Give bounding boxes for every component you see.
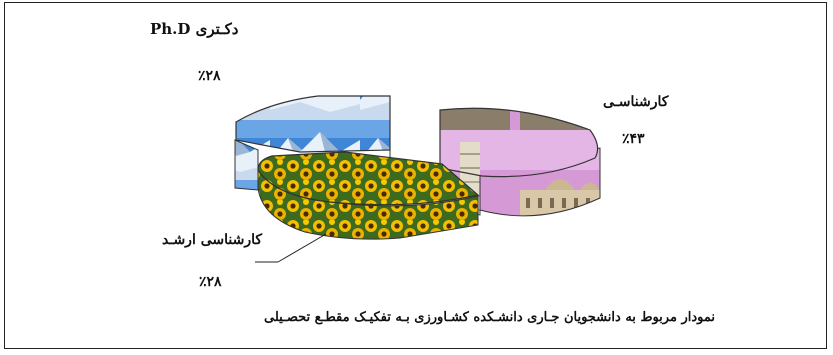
label-masters: کارشناسی ارشـد [162,232,263,248]
label-bachelor: کارشناسـی [603,94,669,110]
pie-slice-bachelor [439,107,599,178]
label-phd: دکـتری Ph.D [150,20,239,38]
pie-slice-phd-side [234,139,259,191]
data-label-phd: ٪۲۸ [198,68,221,84]
pie-slice-masters [257,151,480,206]
data-label-masters: ٪۲۸ [199,274,222,290]
masters-leader-line [277,233,327,263]
data-label-bachelor: ٪۴۳ [622,131,645,147]
pie-slice-phd [235,95,391,153]
chart-caption: نمودار مربوط به دانشجویان جـاری دانشـکده… [263,310,715,325]
figure-frame [4,2,827,349]
